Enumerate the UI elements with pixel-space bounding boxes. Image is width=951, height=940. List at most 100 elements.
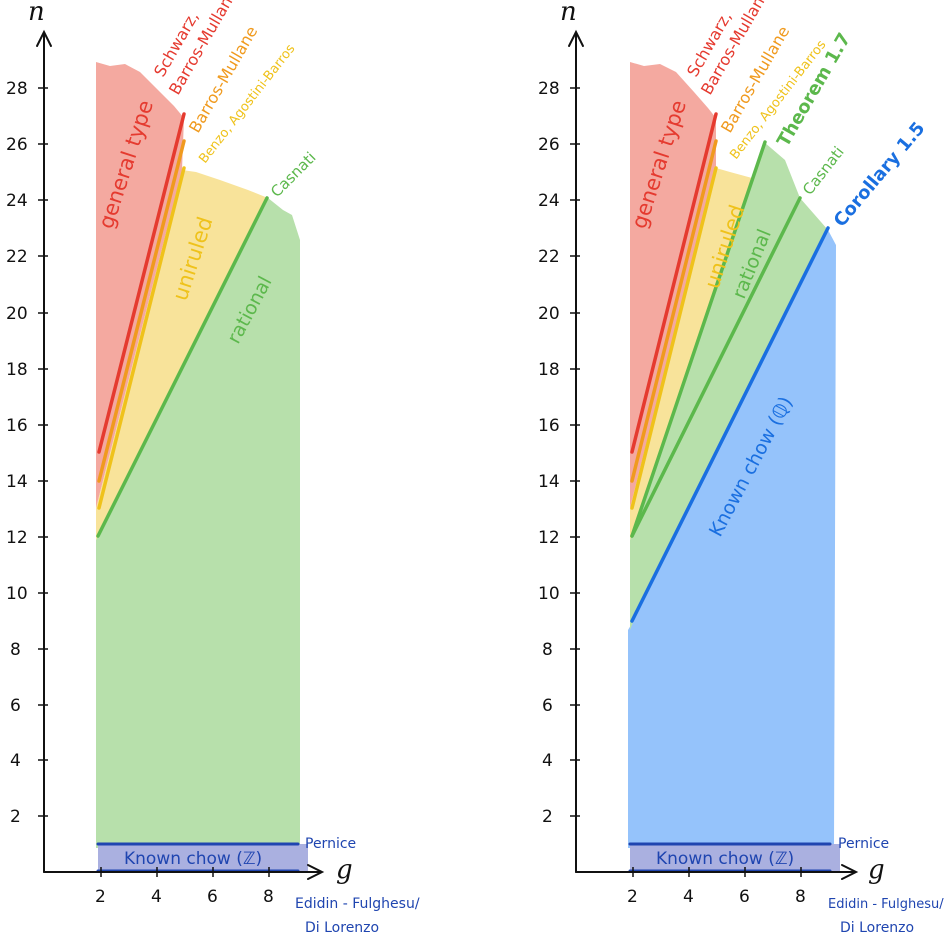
left-x-tick-label-4: 4: [151, 887, 162, 907]
right-x-axis-label: g: [868, 855, 885, 885]
right-y-tick-label-10: 10: [538, 584, 560, 604]
left-y-tick-24: 24: [6, 191, 48, 211]
left-x-tick-label-6: 6: [207, 887, 218, 907]
right-x-tick-label-8: 8: [795, 887, 806, 907]
left-y-tick-label-6: 6: [10, 696, 21, 716]
left-y-tick-22: 22: [6, 247, 48, 267]
right-y-axis-arrow: [568, 29, 584, 47]
right-y-tick-24: 24: [538, 191, 580, 211]
right-y-tick-8: 8: [542, 640, 580, 660]
right-x-tick-label-6: 6: [739, 887, 750, 907]
right-y-tick-label-20: 20: [538, 304, 560, 324]
left-y-tick-label-20: 20: [6, 304, 28, 324]
right-y-tick-label-28: 28: [538, 79, 560, 99]
left-x-axis-label: g: [336, 855, 353, 885]
left-y-tick-28: 28: [6, 79, 48, 99]
left-region-rational: [96, 198, 300, 848]
right-casnati-line: [630, 196, 802, 538]
right-x-axis-arrow: [841, 864, 859, 880]
left-schwarz-line: [97, 112, 186, 454]
right-panel: n g 2 4 6 8 10 12 14 16 18 20 22 24 26 2…: [538, 0, 944, 936]
right-y-tick-label-24: 24: [538, 191, 560, 211]
right-corollary-line: [630, 226, 830, 623]
left-y-tick-12: 12: [6, 528, 48, 548]
left-y-tick-label-4: 4: [10, 751, 21, 771]
right-label-corollary: Corollary 1.5: [830, 118, 930, 231]
right-x-tick-label-2: 2: [627, 887, 638, 907]
right-y-tick-26: 26: [538, 135, 580, 155]
left-y-tick-label-14: 14: [6, 472, 28, 492]
right-y-tick-12: 12: [538, 528, 580, 548]
right-known-chow-z-band: [630, 844, 840, 871]
right-y-ticks: 2 4 6 8 10 12 14 16 18 20 22 24 26 28: [538, 79, 580, 827]
right-y-tick-label-14: 14: [538, 472, 560, 492]
left-y-tick-label-18: 18: [6, 360, 28, 380]
right-y-tick-label-16: 16: [538, 416, 560, 436]
right-barros-mullane-line: [630, 139, 718, 483]
left-y-tick-18: 18: [6, 360, 48, 380]
right-y-tick-label-26: 26: [538, 135, 560, 155]
right-y-tick-label-18: 18: [538, 360, 560, 380]
left-y-tick-label-28: 28: [6, 79, 28, 99]
left-region-uniruled: [96, 170, 268, 540]
left-x-ticks: 2 4 6 8: [95, 867, 274, 907]
right-y-tick-22: 22: [538, 247, 580, 267]
left-label-pernice: Pernice: [305, 836, 356, 852]
left-y-axis-arrow: [36, 29, 52, 47]
right-x-ticks: 2 4 6 8: [627, 867, 806, 907]
right-y-tick-20: 20: [538, 304, 580, 324]
right-schwarz-line: [630, 112, 718, 454]
left-y-tick-8: 8: [10, 640, 48, 660]
left-x-tick-label-2: 2: [95, 887, 106, 907]
left-y-tick-label-10: 10: [6, 584, 28, 604]
left-y-tick-16: 16: [6, 416, 48, 436]
left-y-tick-10: 10: [6, 584, 48, 604]
right-x-tick-label-4: 4: [683, 887, 694, 907]
left-y-tick-label-26: 26: [6, 135, 28, 155]
right-y-tick-label-4: 4: [542, 751, 553, 771]
left-y-tick-2: 2: [10, 807, 48, 827]
left-y-tick-20: 20: [6, 304, 48, 324]
right-label-edidin-1: Edidin - Fulghesu/: [828, 897, 944, 912]
right-benzo-line: [630, 166, 718, 510]
left-y-tick-label-2: 2: [10, 807, 21, 827]
left-y-tick-14: 14: [6, 472, 48, 492]
right-region-known-chow-q: [628, 230, 836, 848]
left-y-tick-label-16: 16: [6, 416, 28, 436]
right-y-tick-6: 6: [542, 696, 580, 716]
left-label-casnati: Casnati: [267, 148, 319, 200]
right-y-tick-16: 16: [538, 416, 580, 436]
left-x-tick-label-8: 8: [263, 887, 274, 907]
left-label-edidin-1: Edidin - Fulghesu/: [295, 896, 420, 912]
left-y-tick-6: 6: [10, 696, 48, 716]
right-y-tick-label-12: 12: [538, 528, 560, 548]
right-y-tick-10: 10: [538, 584, 580, 604]
left-y-tick-26: 26: [6, 135, 48, 155]
right-y-tick-2: 2: [542, 807, 580, 827]
left-y-tick-label-24: 24: [6, 191, 28, 211]
left-y-tick-4: 4: [10, 751, 48, 771]
left-barros-mullane-line: [97, 139, 186, 483]
left-benzo-line: [97, 166, 186, 510]
left-y-ticks: 2 4 6 8 10 12 14 16 18 20 22 24 26 28: [6, 79, 48, 827]
right-y-axis-label: n: [560, 0, 577, 27]
left-known-chow-z-band: [98, 844, 308, 871]
left-y-tick-label-22: 22: [6, 247, 28, 267]
right-y-tick-4: 4: [542, 751, 580, 771]
right-y-tick-18: 18: [538, 360, 580, 380]
left-x-axis-arrow: [307, 864, 325, 880]
left-y-axis-label: n: [28, 0, 45, 27]
right-known-chow-z-label: Known chow (ℤ): [656, 849, 794, 869]
right-y-tick-label-8: 8: [542, 640, 553, 660]
right-y-tick-28: 28: [538, 79, 580, 99]
right-y-tick-14: 14: [538, 472, 580, 492]
right-region-rational: [630, 142, 828, 630]
right-label-pernice: Pernice: [838, 836, 889, 852]
left-panel: n g 2 4 6 8 10 12 14 16 18 20 22 24 26 2…: [6, 0, 420, 936]
right-y-tick-label-22: 22: [538, 247, 560, 267]
left-y-tick-label-8: 8: [10, 640, 21, 660]
left-known-chow-z-label: Known chow (ℤ): [124, 849, 262, 869]
left-y-tick-label-12: 12: [6, 528, 28, 548]
left-casnati-line: [96, 196, 269, 538]
